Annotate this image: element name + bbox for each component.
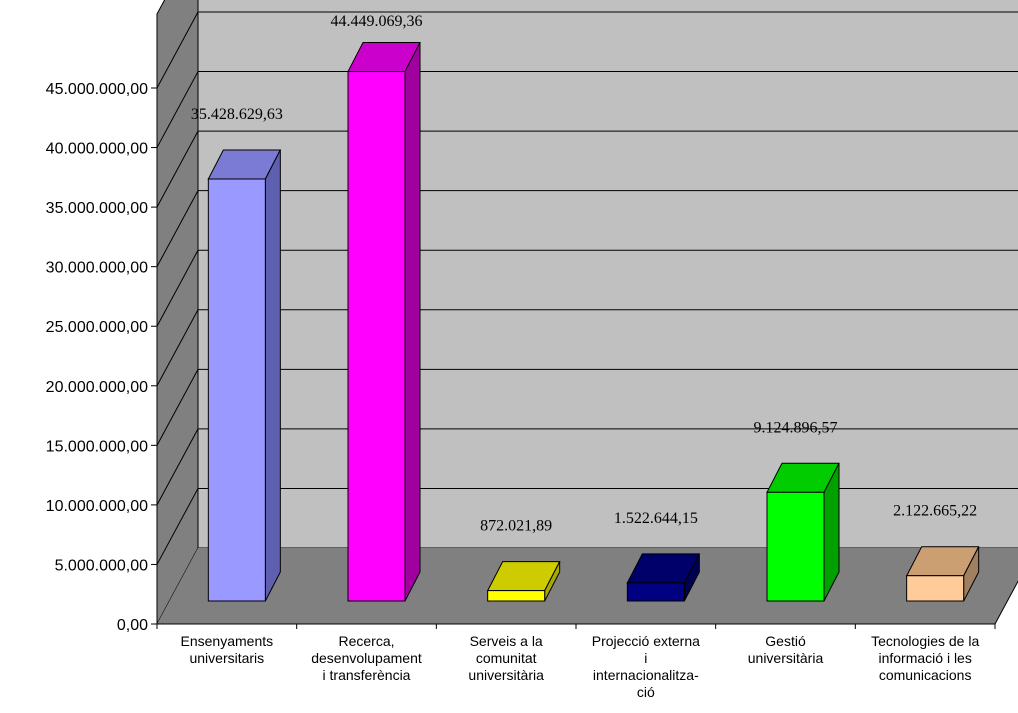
x-category-label-line: i: [644, 650, 647, 666]
x-category-label: Serveis a la comunitat universitària: [468, 633, 544, 683]
x-category-label-line: Ensenyaments: [181, 633, 274, 649]
bar-front: [626, 582, 685, 602]
gridline-diagonal: [156, 11, 199, 89]
bar-side: [404, 42, 421, 602]
bar-front: [347, 71, 406, 602]
gridline-diagonal: [156, 190, 199, 267]
gridline-diagonal: [156, 369, 199, 446]
x-category-label-line: Projecció externa: [592, 633, 700, 649]
floor-edge: [994, 580, 1018, 625]
bar: [207, 149, 282, 602]
x-category-label: Ensenyaments universitaris: [181, 633, 274, 666]
data-label: 35.428.629,63: [191, 106, 283, 123]
y-tick-label: 25.000.000,00: [46, 319, 148, 336]
y-tick-label: 45.000.000,00: [46, 81, 148, 98]
y-tick-label: 40.000.000,00: [46, 141, 148, 158]
data-label: 872.021,89: [480, 518, 552, 535]
y-tick-label: 0,00: [117, 617, 148, 634]
x-category-label-line: comunitat: [476, 650, 537, 666]
gridline-diagonal: [156, 249, 199, 327]
x-category-label-line: ció: [637, 684, 655, 700]
gridline-diagonal: [156, 71, 199, 148]
x-category-label-line: Serveis a la: [470, 633, 543, 649]
bars: [207, 42, 980, 602]
bar: [486, 561, 561, 602]
y-tick-label: 20.000.000,00: [46, 379, 148, 396]
x-category-label-line: desenvolupament: [311, 650, 422, 666]
x-category-label: Projecció externa i internacionalitza-ció: [592, 633, 700, 700]
data-labels: 35.428.629,63 44.449.069,36 872.021,89 1.52…: [191, 13, 977, 535]
bar: [347, 42, 421, 602]
data-label: 44.449.069,36: [331, 13, 423, 30]
x-category-label-line: universitaris: [189, 650, 264, 666]
data-label: 9.124.896,57: [754, 419, 838, 436]
y-tick-label: 5.000.000,00: [55, 557, 149, 574]
gridline-diagonal: [156, 130, 199, 208]
y-tick-label: 15.000.000,00: [46, 438, 148, 455]
x-category-label-line: informació i les: [878, 650, 971, 666]
x-category-label-line: universitària: [748, 650, 824, 666]
x-category-label: Recerca, desenvolupament i transferència: [311, 633, 422, 683]
x-category-label-line: Recerca,: [338, 633, 394, 649]
bar-front: [766, 491, 825, 602]
y-tick-label: 10.000.000,00: [46, 498, 148, 515]
bar: [766, 462, 840, 602]
bar-front: [906, 575, 965, 602]
y-tick-label: 35.000.000,00: [46, 200, 148, 217]
bar: [905, 546, 980, 602]
gridlines: [156, 11, 1018, 565]
bar: [626, 553, 701, 602]
x-category-label: Tecnologies de la informació i les comunic…: [871, 633, 979, 683]
gridline-diagonal: [156, 488, 199, 565]
gridline-diagonal: [156, 428, 199, 506]
x-category-label-line: Tecnologies de la: [871, 633, 979, 649]
gridline-diagonal: [156, 309, 199, 387]
x-category-label-line: i transferència: [323, 667, 411, 683]
chart-walls: [156, 0, 1018, 625]
x-category-label-line: internacionalitza-: [593, 667, 699, 683]
side-wall: [156, 0, 199, 625]
x-category-label-line: universitària: [468, 667, 544, 683]
x-category-label-line: comunicacions: [879, 667, 972, 683]
x-category-label: Gestió universitària: [748, 633, 824, 666]
y-axis: 0,00 5.000.000,00 10.000.000,00 15.000.000,…: [46, 81, 158, 634]
bar-front: [487, 590, 546, 602]
data-label: 2.122.665,22: [893, 503, 977, 520]
y-tick-label: 30.000.000,00: [46, 260, 148, 277]
back-wall: [197, 0, 1018, 549]
data-label: 1.522.644,15: [614, 510, 698, 527]
floor: [157, 548, 1018, 624]
x-axis: Ensenyaments universitaris Recerca, desenvo…: [156, 623, 996, 700]
bar-side: [264, 149, 281, 602]
x-category-label-line: Gestió: [765, 633, 806, 649]
bar-front: [207, 178, 266, 602]
